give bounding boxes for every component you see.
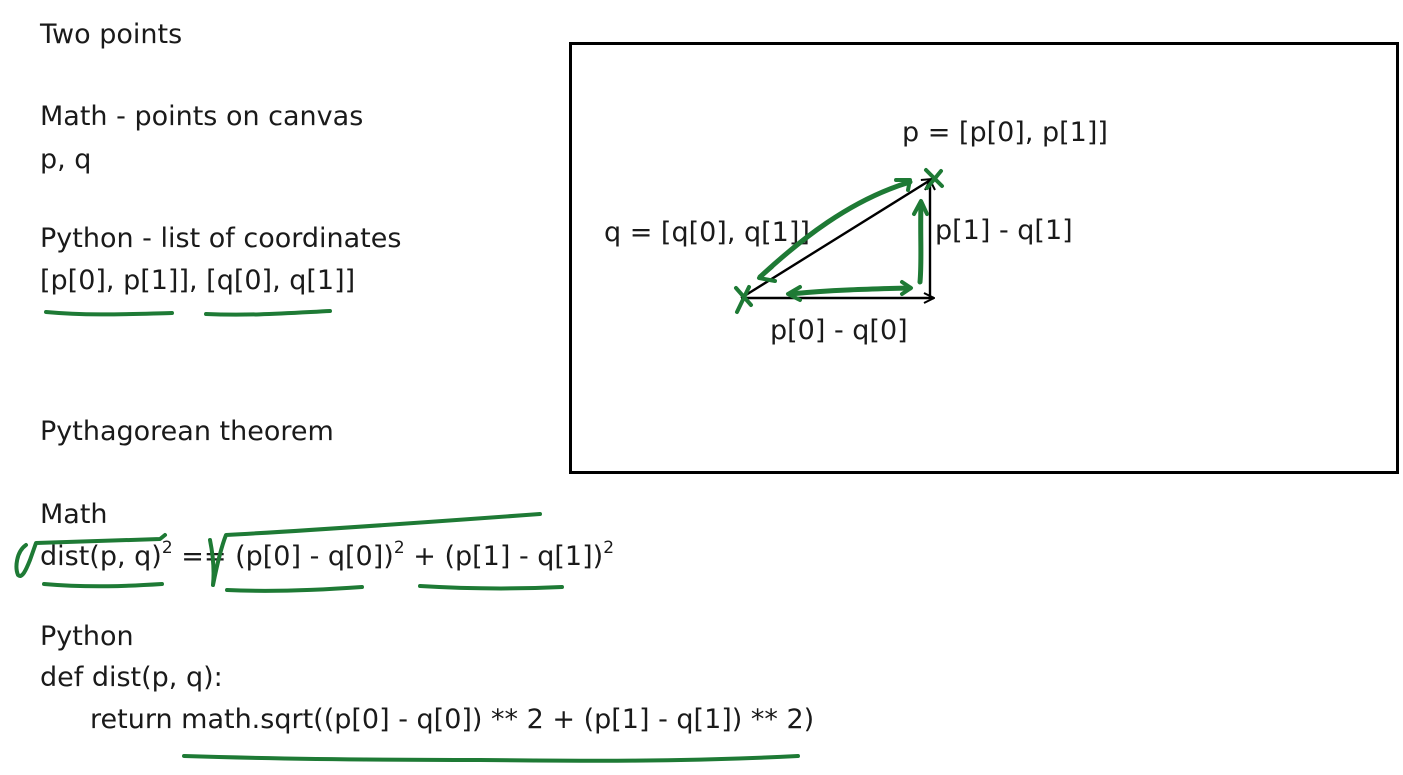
underline-q-coords — [204, 309, 332, 317]
hypotenuse-ink-head-start — [757, 265, 777, 283]
heading-two-points: Two points — [40, 19, 183, 50]
underline-p-coords — [44, 310, 174, 317]
python2-label: Python — [40, 621, 134, 652]
math-label: Math - points on canvas — [40, 101, 364, 132]
points-text: p, q — [40, 144, 92, 175]
formula-lhs: dist(p, q) — [40, 541, 162, 572]
formula-term2-exp: 2 — [603, 538, 615, 558]
formula: dist(p, q)2 == (p[0] - q[0])2 + (p[1] - … — [40, 540, 614, 574]
math2-label: Math — [40, 499, 108, 530]
heading-pythagorean: Pythagorean theorem — [40, 416, 334, 447]
sqrt-left-mark — [14, 533, 167, 578]
dx-label: p[0] - q[0] — [770, 315, 908, 346]
p-point-mark — [924, 168, 944, 190]
formula-term2: (p[1] - q[1]) — [444, 541, 604, 572]
hypotenuse-ink-arrow — [757, 179, 913, 280]
coords-text: [p[0], p[1]], [q[0], q[1]] — [40, 265, 356, 296]
underline-term1 — [225, 585, 364, 593]
formula-term1: (p[0] - q[0]) — [235, 541, 394, 572]
formula-lhs-exp: 2 — [161, 538, 173, 558]
p-label: p = [p[0], p[1]] — [902, 117, 1108, 148]
q-point-mark — [734, 285, 753, 314]
hypotenuse-arrow — [740, 179, 932, 300]
formula-term1-exp: 2 — [393, 538, 405, 558]
underline-term2 — [418, 584, 564, 591]
sqrt-right-mark — [208, 512, 542, 587]
vertical-ink-arrow — [917, 200, 924, 285]
return-line: return math.sqrt((p[0] - q[0]) ** 2 + (p… — [90, 704, 815, 735]
def-line: def dist(p, q): — [40, 662, 223, 693]
canvas-frame — [569, 42, 1399, 474]
horizontal-ink-head-start — [786, 285, 802, 302]
dy-label: p[1] - q[1] — [935, 215, 1073, 246]
formula-plus: + — [404, 541, 445, 572]
vertical-ink-head — [912, 199, 929, 216]
underline-return — [182, 754, 800, 763]
underline-lhs — [42, 582, 164, 589]
horizontal-ink-arrow — [787, 285, 913, 297]
horizontal-ink-head-end — [900, 280, 913, 296]
hypotenuse-ink-head-end — [894, 178, 912, 192]
python-label: Python - list of coordinates — [40, 223, 402, 254]
